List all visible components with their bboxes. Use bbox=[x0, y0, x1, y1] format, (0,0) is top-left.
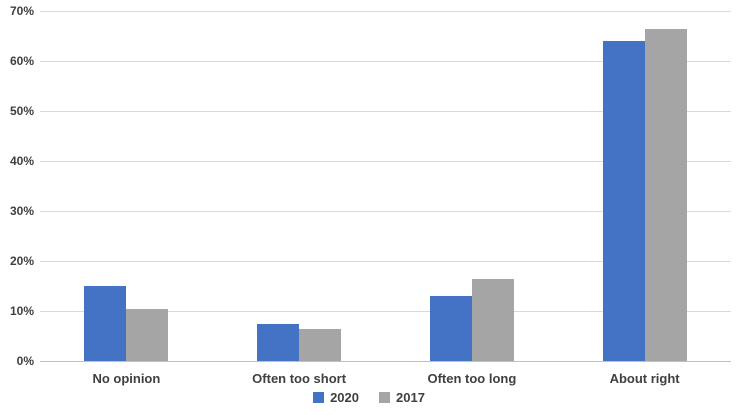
x-category-label-no-opinion: No opinion bbox=[92, 371, 161, 386]
bar-2017-about-right bbox=[644, 28, 687, 361]
legend-swatch-2020 bbox=[313, 392, 325, 403]
legend-label-2017: 2017 bbox=[396, 390, 425, 405]
bar-2017-often-too-short bbox=[299, 328, 342, 361]
gridline-70 bbox=[40, 11, 731, 12]
y-tick-label-30: 30% bbox=[9, 204, 34, 218]
y-tick-label-60: 60% bbox=[9, 54, 34, 68]
legend: 2020 2017 bbox=[0, 390, 738, 405]
bar-2017-no-opinion bbox=[126, 308, 169, 361]
gridline-20 bbox=[40, 261, 731, 262]
x-category-label-about-right: About right bbox=[609, 371, 680, 386]
legend-label-2020: 2020 bbox=[330, 390, 359, 405]
legend-item-2020: 2020 bbox=[313, 390, 359, 405]
x-axis-line bbox=[40, 361, 731, 362]
x-category-label-often-too-long: Often too long bbox=[427, 371, 517, 386]
y-tick-label-0: 0% bbox=[16, 354, 34, 368]
plot-area: 0% 10% 20% 30% 40% 50% 60% 70% No opinion Often t… bbox=[10, 4, 731, 386]
y-tick-label-20: 20% bbox=[9, 254, 34, 268]
bar-2020-no-opinion bbox=[84, 286, 127, 361]
y-tick-label-50: 50% bbox=[9, 104, 34, 118]
bar-2020-often-too-long bbox=[429, 296, 472, 361]
gridline-60 bbox=[40, 61, 731, 62]
x-category-label-often-too-short: Often too short bbox=[252, 371, 347, 386]
legend-item-2017: 2017 bbox=[379, 390, 425, 405]
bar-2020-about-right bbox=[602, 41, 645, 361]
y-tick-label-10: 10% bbox=[9, 304, 34, 318]
gridline-50 bbox=[40, 111, 731, 112]
y-tick-label-40: 40% bbox=[9, 154, 34, 168]
legend-swatch-2017 bbox=[379, 392, 390, 403]
gridline-40 bbox=[40, 161, 731, 162]
y-tick-label-70: 70% bbox=[9, 4, 34, 18]
gridline-10 bbox=[40, 311, 731, 312]
gridline-30 bbox=[40, 211, 731, 212]
bar-2020-often-too-short bbox=[257, 323, 300, 361]
bar-2017-often-too-long bbox=[471, 278, 514, 361]
